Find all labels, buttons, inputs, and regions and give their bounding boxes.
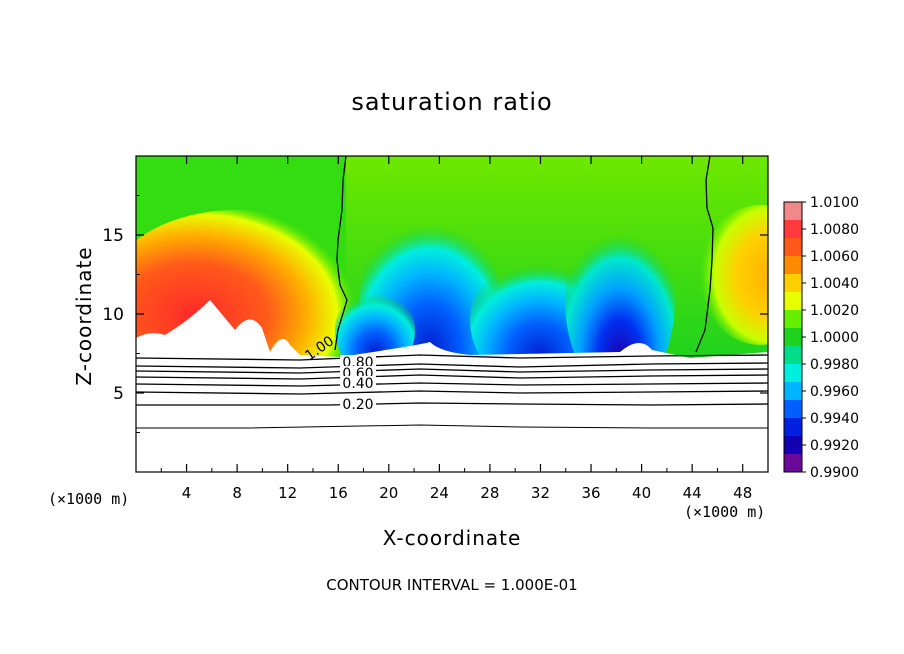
colorbar-tick-label: 0.9960 bbox=[810, 384, 859, 400]
terrain-mask-top bbox=[136, 300, 768, 362]
y-tick-label: 10 bbox=[102, 305, 124, 325]
colorbar-swatch bbox=[784, 400, 802, 419]
colorbar-swatch bbox=[784, 418, 802, 437]
colorbar-tick-label: 1.0080 bbox=[810, 222, 859, 238]
colorbar-swatch bbox=[784, 274, 802, 293]
x-unit-label-right: (×1000 m) bbox=[684, 503, 766, 521]
colorbar-tick-label: 1.0040 bbox=[810, 276, 859, 292]
contour-0-60 bbox=[135, 368, 769, 374]
colorbar-swatch bbox=[784, 382, 802, 401]
colorbar-swatch bbox=[784, 454, 802, 473]
contour-0-40 bbox=[135, 382, 769, 387]
contour-0-50 bbox=[135, 374, 769, 380]
x-tick-label: 32 bbox=[531, 484, 550, 502]
colorbar-swatch bbox=[784, 346, 802, 365]
x-tick-label: 12 bbox=[278, 484, 297, 502]
x-tick-label: 40 bbox=[632, 484, 651, 502]
x-tick-label: 16 bbox=[329, 484, 348, 502]
colorbar-swatch bbox=[784, 328, 802, 347]
below-cloud-region bbox=[136, 358, 768, 472]
x-unit-label-left: (×1000 m) bbox=[48, 490, 130, 508]
x-tick-label: 36 bbox=[581, 484, 600, 502]
colorbar-tick-label: 0.9980 bbox=[810, 357, 859, 373]
x-tick-label: 28 bbox=[480, 484, 499, 502]
x-axis-ticks: 4 8 12 16 20 24 28 32 36 40 44 48 bbox=[160, 156, 752, 502]
contour-0-80 bbox=[135, 354, 769, 361]
colorbar-tick-label: 1.0100 bbox=[810, 195, 859, 211]
contour-0-30 bbox=[135, 390, 769, 395]
colorbar-swatch bbox=[784, 310, 802, 329]
x-tick-label: 44 bbox=[683, 484, 702, 502]
colorbar: 1.0100 1.0080 1.0060 1.0040 1.0020 1.0000 0.99… bbox=[783, 195, 859, 481]
colorbar-tick-label: 0.9920 bbox=[810, 438, 859, 454]
colorbar-swatch bbox=[784, 220, 802, 239]
colorbar-swatch bbox=[784, 202, 802, 221]
supersaturated-region-right bbox=[700, 205, 768, 345]
colorbar-tick-label: 1.0060 bbox=[810, 249, 859, 265]
colorbar-swatch bbox=[784, 256, 802, 275]
contour-0-20 bbox=[136, 402, 769, 406]
y-tick-label: 5 bbox=[113, 384, 124, 404]
x-tick-label: 4 bbox=[182, 484, 192, 502]
contour-label-bg bbox=[340, 376, 376, 390]
contour-0-10 bbox=[136, 424, 768, 429]
colorbar-tick-label: 1.0020 bbox=[810, 303, 859, 319]
contour-1-00-right bbox=[695, 155, 714, 353]
contour-1-00-left bbox=[334, 155, 348, 351]
colorbar-tick-label: 0.9900 bbox=[810, 465, 859, 481]
contour-lines bbox=[135, 155, 769, 429]
contour-0-70 bbox=[135, 362, 769, 369]
x-axis-label: X-coordinate bbox=[382, 526, 522, 550]
saturation-field bbox=[136, 156, 768, 472]
contour-interval-note: CONTOUR INTERVAL = 1.000E-01 bbox=[326, 576, 578, 594]
contour-label-bg bbox=[340, 397, 376, 411]
colorbar-swatch bbox=[784, 364, 802, 383]
colorbar-tick-label: 0.9940 bbox=[810, 411, 859, 427]
y-axis-ticks: 5 10 15 bbox=[102, 195, 768, 433]
colorbar-swatch bbox=[784, 238, 802, 257]
x-tick-label: 8 bbox=[232, 484, 242, 502]
x-tick-label: 48 bbox=[733, 484, 752, 502]
colorbar-swatch bbox=[784, 436, 802, 455]
contour-label: 0.40 bbox=[342, 376, 373, 392]
x-tick-label: 20 bbox=[379, 484, 398, 502]
contour-label: 0.20 bbox=[342, 397, 373, 413]
contour-labels: 1.00 0.800.600.400.20 bbox=[302, 333, 376, 413]
y-axis-label: Z-coordinate bbox=[72, 246, 96, 386]
y-tick-label: 15 bbox=[102, 226, 124, 246]
colorbar-swatch bbox=[784, 292, 802, 311]
x-tick-label: 24 bbox=[430, 484, 449, 502]
colorbar-tick-label: 1.0000 bbox=[810, 330, 859, 346]
chart-title: saturation ratio bbox=[351, 88, 553, 116]
contour-label-bg bbox=[340, 355, 376, 369]
